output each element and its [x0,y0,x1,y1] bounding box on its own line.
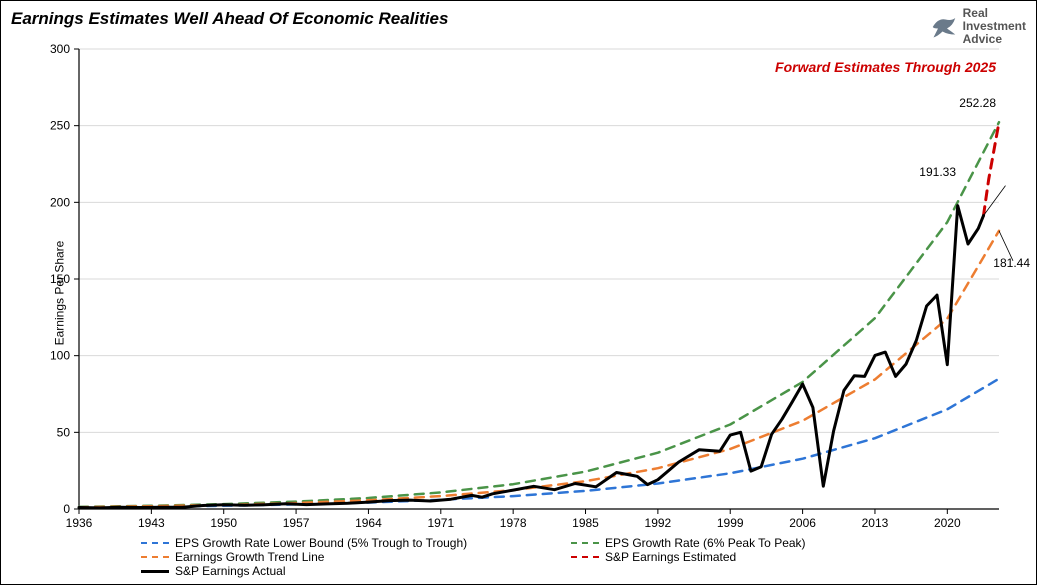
svg-text:100: 100 [50,349,70,363]
svg-text:1971: 1971 [427,516,454,530]
svg-text:300: 300 [50,42,70,56]
svg-text:150: 150 [50,272,70,286]
svg-text:1978: 1978 [500,516,527,530]
svg-text:50: 50 [57,425,71,439]
svg-text:1964: 1964 [355,516,382,530]
data-label-191: 191.33 [919,165,956,179]
svg-text:1943: 1943 [138,516,165,530]
svg-text:200: 200 [50,195,70,209]
forward-estimates-annotation: Forward Estimates Through 2025 [775,59,996,75]
chart-container: Earnings Estimates Well Ahead Of Economi… [0,0,1037,585]
legend-label: S&P Earnings Actual [175,564,286,578]
legend-label: S&P Earnings Estimated [605,550,736,564]
legend-item: Earnings Growth Trend Line [141,550,541,564]
legend-swatch [571,556,599,558]
svg-text:2013: 2013 [862,516,889,530]
svg-text:1999: 1999 [717,516,744,530]
svg-text:2020: 2020 [934,516,961,530]
svg-text:1950: 1950 [210,516,237,530]
svg-text:0: 0 [63,502,70,516]
legend-item: S&P Earnings Estimated [571,550,971,564]
legend-swatch [141,542,169,544]
svg-text:1957: 1957 [283,516,310,530]
svg-text:2006: 2006 [789,516,816,530]
legend-swatch [571,542,599,544]
legend-label: EPS Growth Rate Lower Bound (5% Trough t… [175,536,467,550]
series-line [79,206,984,508]
legend-item: EPS Growth Rate Lower Bound (5% Trough t… [141,536,541,550]
legend-item: S&P Earnings Actual [141,564,341,578]
svg-text:1985: 1985 [572,516,599,530]
svg-text:1936: 1936 [66,516,93,530]
chart-plot: 0 50 100 150 200 250 300 1936 1943 1950 1957 1964 19… [1,1,1037,586]
legend-label: Earnings Growth Trend Line [175,550,324,564]
data-label-181: 181.44 [993,256,1030,270]
data-label-252: 252.28 [959,96,996,110]
legend-swatch [141,556,169,558]
legend-swatch [141,570,169,573]
svg-text:1992: 1992 [645,516,672,530]
legend-item: EPS Growth Rate (6% Peak To Peak) [571,536,971,550]
legend: EPS Growth Rate Lower Bound (5% Trough t… [141,536,1026,578]
legend-label: EPS Growth Rate (6% Peak To Peak) [605,536,806,550]
series-line [79,231,999,507]
series-line [79,122,999,507]
svg-text:250: 250 [50,119,70,133]
